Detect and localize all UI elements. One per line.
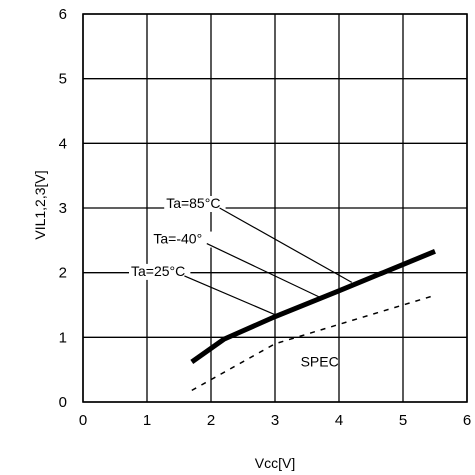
annotation-label-2: Ta=25°C [131,263,185,279]
annotation-bg-0 [164,196,226,212]
annotation-leader-1 [206,243,321,298]
plot-frame [82,13,468,403]
y-axis-label: VIL1,2,3[V] [32,170,48,239]
y-tick-label-1: 1 [59,329,67,346]
y-tick-label-3: 3 [59,200,67,217]
annotation-label-1: Ta=-40° [153,231,202,247]
annotation-label-3: SPEC [301,353,339,369]
spec-line [191,294,436,392]
x-tick-label-6: 6 [463,412,471,429]
annotation-label-0: Ta=85°C [166,195,220,211]
annotations: Ta=85°C Ta=-40° Ta=25°C SPEC [129,195,353,369]
annotation-bg-1 [151,231,213,248]
x-tick-label-1: 1 [143,412,151,429]
annotation-bg-2 [129,263,191,280]
x-tick-label-4: 4 [335,412,343,429]
x-tick-label-0: 0 [79,412,87,429]
y-tick-label-2: 2 [59,265,67,282]
y-tick-label-4: 4 [59,135,67,152]
x-tick-label-3: 3 [271,412,279,429]
grid [82,13,468,403]
vil-curve [190,249,436,364]
annotation-leader-2 [184,275,276,316]
y-tick-label-6: 6 [59,6,67,23]
series-layer [190,249,436,392]
x-tick-label-5: 5 [399,412,407,429]
annotation-leader-0 [219,207,353,283]
tick-labels: 0 1 2 3 4 5 6 0 1 2 3 4 5 6 [59,6,472,429]
x-tick-label-2: 2 [207,412,215,429]
y-tick-label-5: 5 [59,71,67,88]
x-axis-label: Vcc[V] [255,455,295,471]
y-tick-label-0: 0 [59,394,67,411]
